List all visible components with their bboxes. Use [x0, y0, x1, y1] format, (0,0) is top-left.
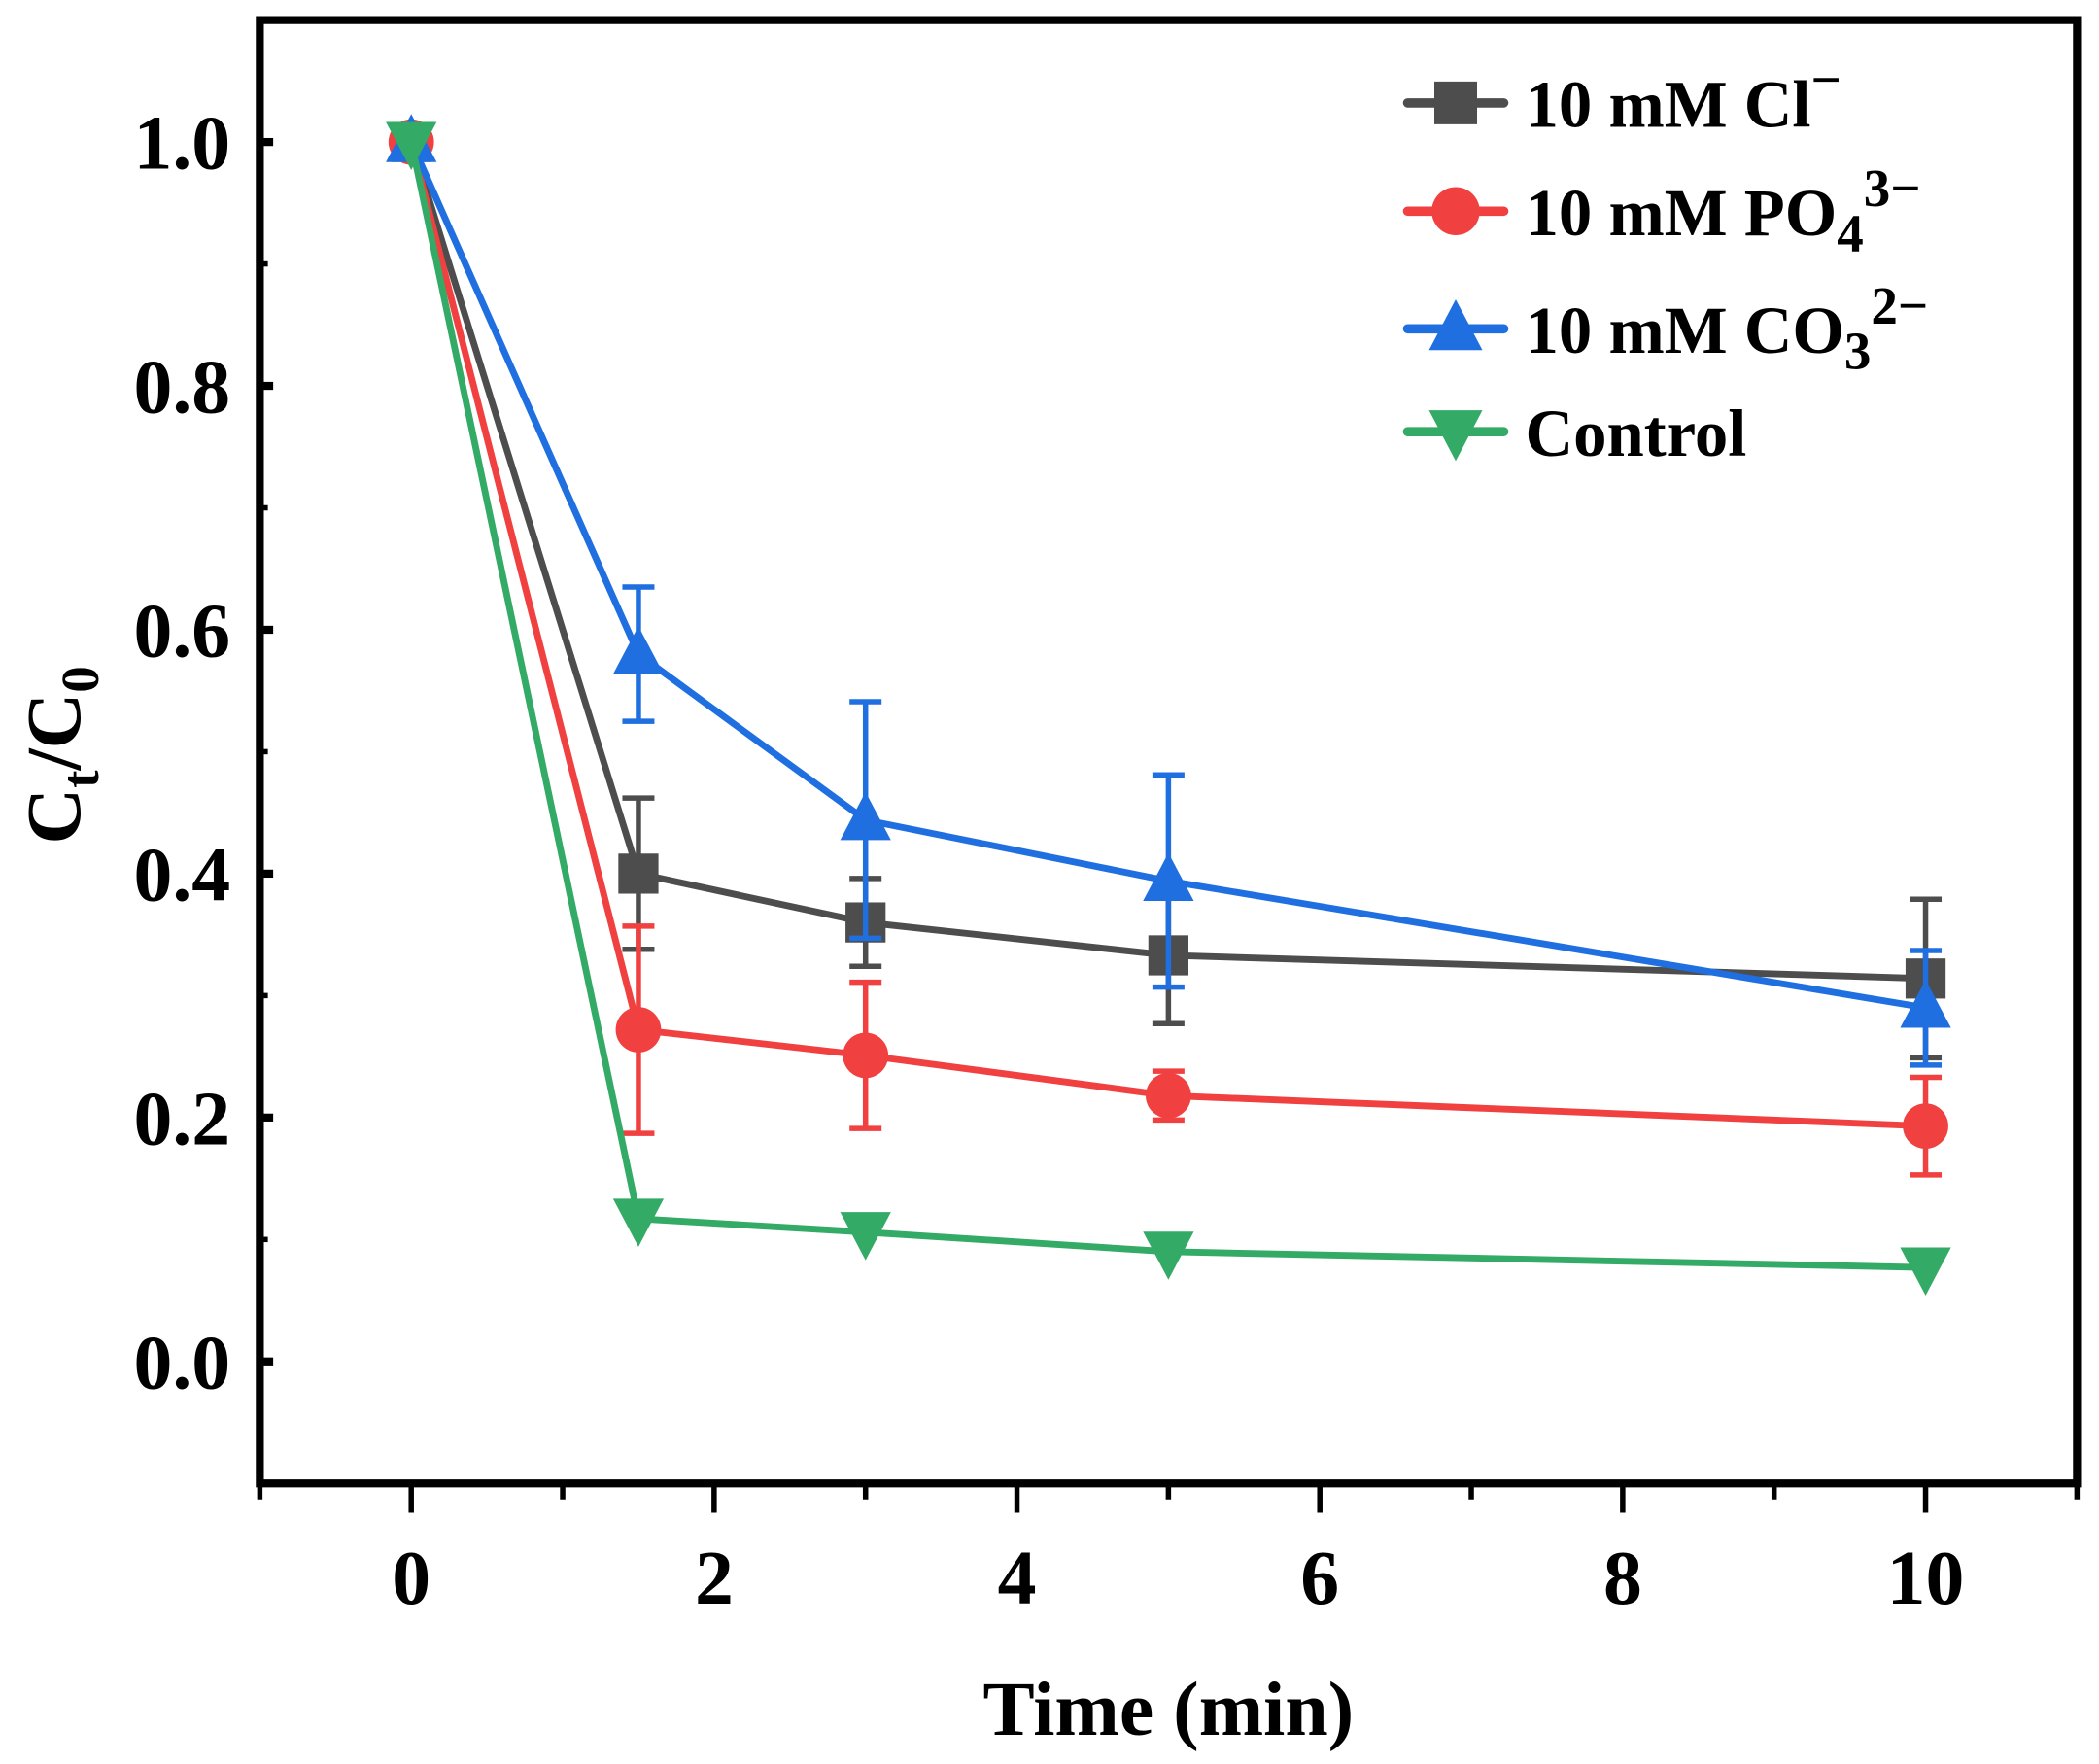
series-2: [386, 114, 1951, 1068]
y-tick-label: 0.4: [133, 832, 230, 917]
data-point: [1900, 1247, 1951, 1297]
data-point: [840, 791, 891, 841]
data-point: [1900, 980, 1951, 1028]
legend-label: Control: [1526, 397, 1747, 470]
x-tick-label: 4: [998, 1536, 1037, 1621]
legend-marker: [1428, 299, 1483, 351]
y-tick-label: 0.6: [133, 588, 230, 674]
x-tick-label: 2: [695, 1536, 734, 1621]
legend-marker: [1428, 410, 1483, 462]
legend-label: 10 mM CO32−: [1526, 276, 1929, 381]
series-3: [386, 121, 1951, 1297]
legend: 10 mM Cl− 10 mM PO43− 10 mM CO32− Control: [1402, 50, 1929, 470]
x-tick-label: 8: [1603, 1536, 1642, 1621]
y-tick-label: 0.0: [133, 1320, 230, 1405]
data-point: [386, 121, 437, 170]
x-tick-label: 6: [1300, 1536, 1339, 1621]
x-axis-label: Time (min): [983, 1667, 1355, 1752]
data-point: [840, 1212, 891, 1261]
legend-label: 10 mM PO43−: [1526, 158, 1921, 263]
data-point: [615, 1007, 662, 1053]
x-tick-label: 0: [392, 1536, 430, 1621]
data-point: [618, 853, 659, 894]
data-point: [1903, 1103, 1948, 1150]
data-point: [612, 626, 665, 674]
series-layer: [386, 114, 1951, 1297]
y-axis-label: Ct/C0: [12, 666, 110, 844]
data-point: [1143, 1231, 1194, 1280]
data-point: [612, 1198, 665, 1247]
data-point: [1143, 852, 1194, 902]
axes: 0 2 4 6 8 10 0.0 0.2 0.4 0.6 0.8 1.0: [133, 16, 2082, 1621]
y-tick-label: 0.8: [133, 345, 230, 431]
legend-marker: [1431, 187, 1480, 235]
x-tick-label: 10: [1887, 1536, 1965, 1621]
data-point: [1146, 1072, 1191, 1119]
y-tick-label: 1.0: [133, 101, 230, 187]
legend-marker: [1434, 81, 1477, 124]
legend-label: 10 mM Cl−: [1526, 50, 1841, 141]
data-point: [843, 1032, 889, 1079]
y-tick-label: 0.2: [133, 1076, 230, 1161]
